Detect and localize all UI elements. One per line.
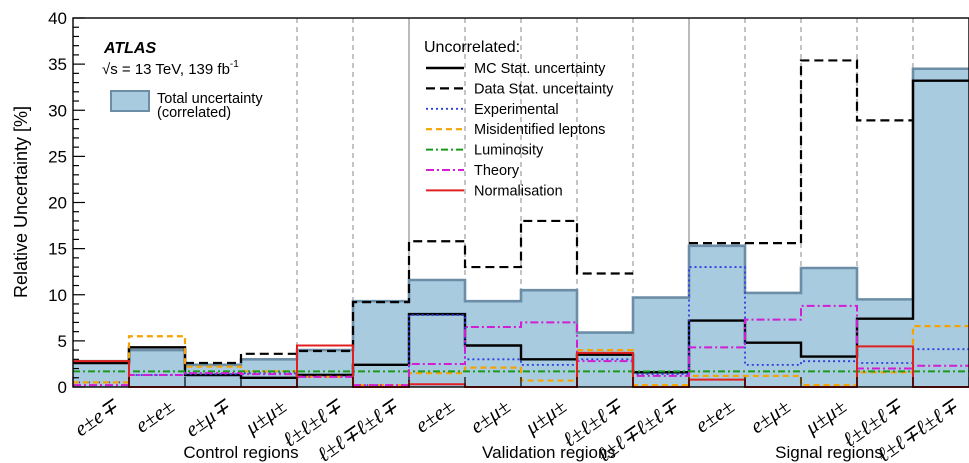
energy-lumi-text: √s = 13 TeV, 139 fb <box>102 61 230 78</box>
total-uncertainty-legend-line1: Total uncertainty <box>157 91 263 107</box>
category-label: e±e± <box>691 394 739 438</box>
category-label: e±e∓ <box>70 393 124 441</box>
category-label: e±μ± <box>466 394 515 438</box>
y-tick-label: 5 <box>58 332 67 351</box>
normalisation-legend-label: Normalisation <box>474 183 563 199</box>
total-uncertainty-legend-line2: (correlated) <box>157 105 231 121</box>
y-tick-label: 25 <box>48 147 67 166</box>
y-tick-label: 10 <box>48 286 67 305</box>
group-label: Signal regions <box>775 443 883 462</box>
misidentified-leptons-line <box>73 325 969 387</box>
total-uncertainty-bar <box>913 68 969 388</box>
data-stat-uncertainty-legend-label: Data Stat. uncertainty <box>474 81 614 97</box>
data-stat-uncertainty-line <box>185 59 913 365</box>
misidentified-leptons-legend-label: Misidentified leptons <box>474 122 605 138</box>
total-uncertainty-bar <box>857 299 913 387</box>
total-uncertainty-bar <box>801 267 857 387</box>
legend: Uncorrelated: MC Stat. uncertainty Data S… <box>424 39 614 199</box>
category-label: e±e± <box>411 394 459 438</box>
luminosity-legend-label: Luminosity <box>474 143 544 159</box>
legend-title: Uncorrelated: <box>424 39 520 56</box>
atlas-label: ATLAS <box>103 40 156 57</box>
total-uncertainty-bar <box>129 350 185 387</box>
category-label: e±μ∓ <box>181 393 236 442</box>
total-uncertainty-bar <box>297 350 353 387</box>
total-uncertainty-bar <box>745 292 801 387</box>
y-tick-label: 35 <box>48 55 67 74</box>
total-uncertainty-bar <box>521 290 577 387</box>
group-label: Validation regions <box>482 443 616 462</box>
atlas-label-block: ATLAS √s = 13 TeV, 139 fb-1 Total uncert… <box>102 40 263 121</box>
y-tick-label: 0 <box>58 378 67 397</box>
y-tick-label: 40 <box>48 9 67 28</box>
experimental-legend-label: Experimental <box>474 102 559 118</box>
total-uncertainty-bar <box>353 301 409 387</box>
y-tick-label: 20 <box>48 194 67 213</box>
theory-line <box>73 304 969 387</box>
y-tick-label: 30 <box>48 101 67 120</box>
total-uncertainty-legend-swatch <box>110 90 150 112</box>
category-labels: e±e∓ e±e± e±μ∓ μ±μ±ℓ±ℓ±ℓ∓ℓ±ℓ∓ℓ±ℓ∓ e±e± e±μ± μ±… <box>70 393 964 463</box>
total-uncertainty-outline <box>73 67 969 367</box>
mc-stat-uncertainty-legend-label: MC Stat. uncertainty <box>474 61 606 77</box>
category-label: e±μ± <box>746 394 795 438</box>
y-tick-label: 15 <box>48 240 67 259</box>
mc-stat-uncertainty-line <box>73 79 969 379</box>
group-label: Control regions <box>183 443 298 462</box>
lumi-exponent: -1 <box>230 59 239 70</box>
total-uncertainty-bar <box>577 332 633 387</box>
theory-legend-label: Theory <box>474 163 520 179</box>
total-uncertainty-bar <box>465 301 521 387</box>
total-uncertainty-bar <box>73 361 129 387</box>
total-uncertainty-bar <box>409 279 465 387</box>
category-label: e±e± <box>131 394 179 438</box>
axes: 0 5 10 15 20 25 30 35 40 <box>48 9 969 397</box>
total-uncertainty-bars <box>73 67 969 388</box>
energy-lumi-label: √s = 13 TeV, 139 fb-1 <box>102 59 239 78</box>
total-uncertainty-bar <box>633 297 689 387</box>
y-axis-label: Relative Uncertainty [%] <box>11 106 31 298</box>
total-uncertainty-bar <box>689 245 745 387</box>
